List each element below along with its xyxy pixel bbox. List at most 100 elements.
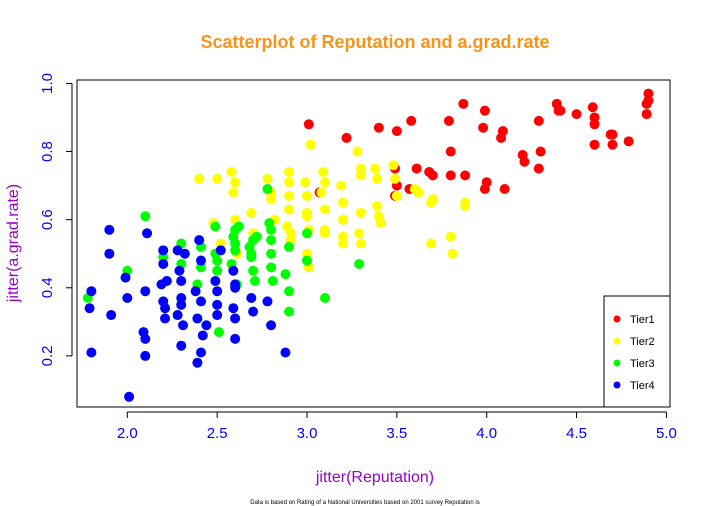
data-point: [248, 265, 259, 276]
data-point: [213, 327, 224, 338]
data-point: [623, 136, 634, 147]
data-point: [158, 258, 169, 269]
x-tick-label: 4.5: [566, 425, 587, 442]
data-point: [212, 265, 223, 276]
legend-box: [603, 295, 671, 408]
data-point: [443, 115, 454, 126]
data-point: [106, 310, 117, 321]
data-point: [337, 238, 348, 249]
legend-marker: [613, 315, 621, 323]
data-point: [262, 184, 273, 194]
data-point: [303, 119, 314, 130]
legend-label: Tier1: [630, 314, 655, 326]
data-point: [210, 221, 221, 232]
data-point: [249, 275, 260, 286]
data-point: [302, 228, 313, 239]
x-tick-label: 2.0: [117, 425, 138, 442]
legend: Tier1 Tier2 Tier3 Tier4: [603, 295, 671, 408]
data-point: [589, 119, 600, 130]
data-point: [284, 286, 295, 297]
data-point: [172, 310, 183, 321]
data-point: [497, 126, 508, 137]
data-point: [337, 197, 348, 208]
x-tick-label: 4.0: [476, 425, 497, 442]
data-point: [391, 126, 402, 137]
data-point: [305, 139, 316, 150]
data-point: [230, 313, 241, 324]
data-point: [246, 252, 257, 263]
y-tick-label: 0.2: [39, 345, 56, 366]
data-point: [587, 102, 598, 113]
legend-marker: [613, 359, 621, 367]
data-point: [266, 248, 277, 259]
data-point: [226, 166, 237, 177]
data-point: [246, 293, 257, 303]
legend-label: Tier4: [630, 380, 655, 392]
data-point: [246, 207, 257, 218]
data-point: [519, 156, 530, 167]
data-point: [104, 224, 115, 235]
data-point: [284, 306, 295, 317]
data-point: [266, 320, 277, 331]
y-tick-label: 0.8: [39, 141, 56, 162]
data-point: [355, 170, 366, 181]
data-point: [352, 146, 363, 157]
data-point: [230, 333, 241, 344]
y-tick-label: 0.4: [39, 277, 56, 298]
data-point: [174, 265, 185, 276]
data-point: [212, 299, 223, 310]
data-point: [212, 173, 223, 184]
series-tier1: [303, 88, 654, 201]
data-point: [336, 180, 347, 191]
data-point: [641, 109, 652, 120]
data-point: [179, 248, 190, 259]
data-point: [228, 303, 239, 314]
data-point: [195, 255, 206, 266]
data-point: [251, 231, 262, 242]
data-point: [533, 163, 544, 174]
data-point: [479, 105, 490, 116]
data-point: [354, 258, 365, 269]
data-point: [535, 146, 546, 157]
data-point: [176, 299, 187, 310]
data-point: [643, 95, 654, 106]
data-point: [212, 310, 223, 321]
x-tick-label: 5.0: [656, 425, 677, 442]
data-point: [140, 211, 151, 222]
data-point: [194, 173, 205, 184]
legend-marker: [613, 337, 621, 345]
data-point: [178, 320, 189, 331]
data-point: [86, 286, 97, 297]
data-point: [319, 204, 330, 215]
x-axis-label: jitter(Reputation): [315, 469, 434, 486]
plot-frame: [76, 79, 671, 408]
data-point: [373, 122, 384, 133]
data-point: [589, 139, 600, 150]
data-points: [82, 88, 654, 402]
data-point: [230, 238, 241, 249]
data-point: [302, 255, 313, 266]
data-point: [284, 241, 295, 252]
legend-marker: [613, 381, 621, 389]
y-tick-label: 1.0: [39, 73, 56, 94]
data-point: [262, 296, 273, 307]
data-point: [445, 231, 456, 242]
data-point: [427, 170, 438, 181]
data-point: [160, 313, 171, 324]
data-point: [372, 201, 383, 212]
data-point: [140, 350, 151, 361]
data-point: [192, 357, 203, 368]
data-point: [160, 303, 171, 314]
data-point: [142, 228, 153, 239]
data-point: [354, 228, 365, 239]
x-tick-label: 3.5: [386, 425, 407, 442]
data-point: [266, 262, 277, 273]
data-point: [161, 275, 172, 286]
data-point: [190, 286, 201, 297]
data-point: [553, 105, 564, 116]
data-point: [571, 109, 582, 120]
data-point: [447, 248, 458, 259]
data-point: [372, 173, 383, 184]
data-point: [413, 187, 424, 198]
data-point: [176, 340, 187, 351]
